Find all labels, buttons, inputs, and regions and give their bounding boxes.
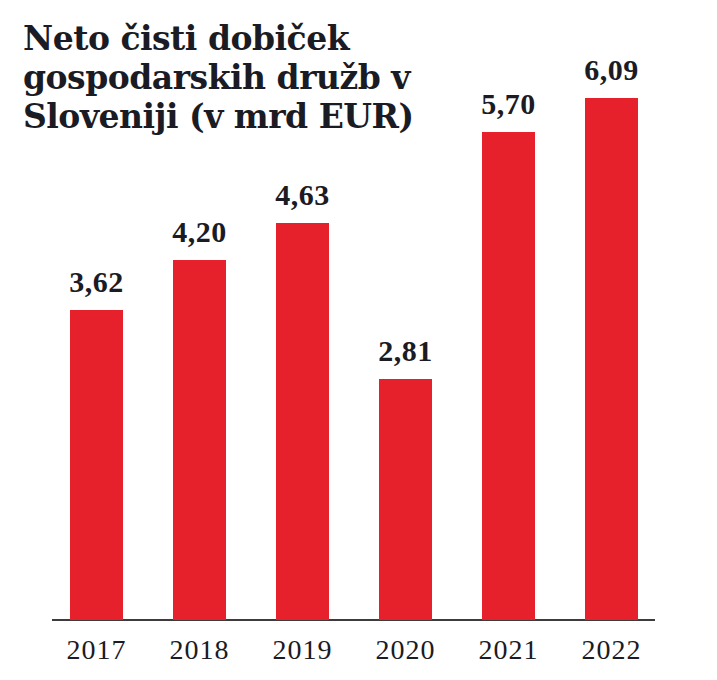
plot-area: 3,6220174,2020184,6320192,8120205,702021…	[0, 0, 717, 680]
bar-value-label-2018: 4,20	[130, 214, 270, 250]
x-axis-label-2022: 2022	[542, 633, 682, 667]
bar-value-label-2021: 5,70	[439, 86, 579, 122]
bar-chart: Neto čisti dobiček gospodarskih družb v …	[0, 0, 717, 680]
bar-2017	[70, 310, 123, 620]
bar-value-label-2019: 4,63	[233, 177, 373, 213]
x-axis-line	[52, 619, 655, 621]
bar-2019	[276, 223, 329, 620]
bar-2018	[173, 260, 226, 620]
bar-value-label-2017: 3,62	[27, 264, 167, 300]
bar-2020	[379, 379, 432, 620]
bar-2022	[585, 98, 638, 620]
bar-value-label-2022: 6,09	[542, 52, 682, 88]
bar-2021	[482, 132, 535, 620]
bar-value-label-2020: 2,81	[336, 333, 476, 369]
